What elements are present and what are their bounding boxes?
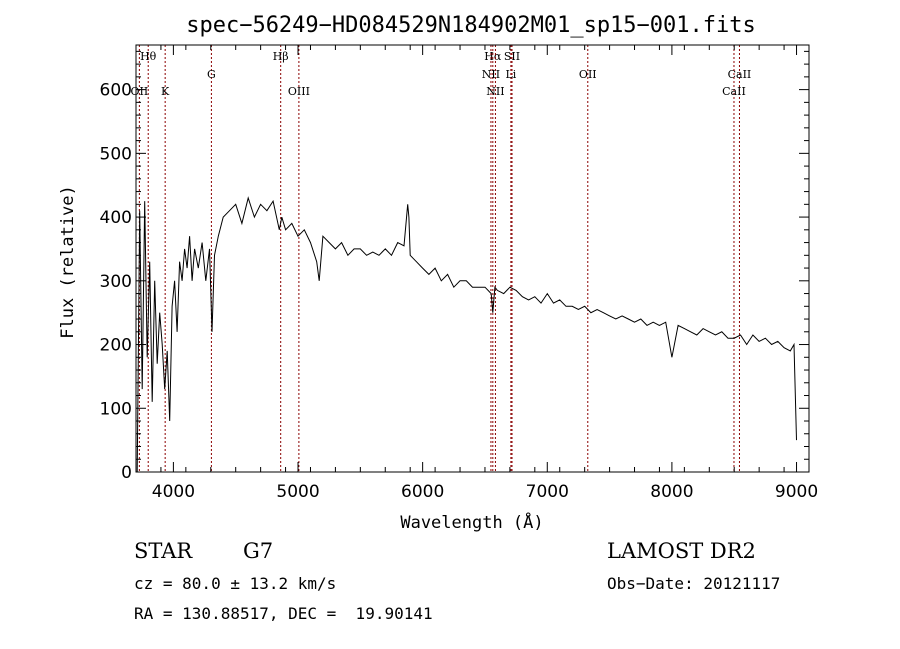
y-tick-label: 300 [100, 272, 132, 292]
survey-name: LAMOST DR2 [607, 539, 756, 563]
spectral-line-label: NII [482, 68, 500, 81]
y-tick-label: 200 [100, 336, 132, 356]
y-tick-label: 600 [100, 81, 132, 101]
spectral-line-label: Hα [484, 50, 502, 63]
spectral-line-label: Li [505, 68, 516, 81]
x-tick-label: 6000 [401, 482, 444, 502]
object-class: STAR [134, 539, 193, 563]
x-tick-label: 8000 [650, 482, 693, 502]
y-tick-label: 500 [100, 144, 132, 164]
x-tick-label: 5000 [276, 482, 319, 502]
subclass: G7 [243, 539, 274, 563]
y-tick-label: 400 [100, 208, 132, 228]
chart-title: spec−56249−HD084529N184902M01_sp15−001.f… [186, 13, 756, 38]
spectral-line-label: K [161, 85, 170, 98]
y-axis-label: Flux (relative) [58, 185, 78, 339]
redshift-value: cz = 80.0 ± 13.2 km/s [134, 574, 337, 593]
y-tick-label: 0 [121, 463, 132, 483]
spectral-line-label: SII [504, 50, 520, 63]
spectral-line-label: CaII [728, 68, 752, 81]
observation-date: Obs−Date: 20121117 [607, 574, 781, 593]
spectral-line-label: OIII [288, 85, 310, 98]
spectral-line-label: CaII [722, 85, 746, 98]
x-tick-label: 9000 [775, 482, 818, 502]
spectral-line-label: OII [131, 85, 149, 98]
spectral-line-label: OII [579, 68, 597, 81]
spectral-line-label: G [207, 68, 216, 81]
coordinates: RA = 130.88517, DEC = 19.90141 [134, 604, 433, 623]
spectral-line-label: NII [486, 85, 504, 98]
x-axis-label: Wavelength (Å) [400, 511, 543, 533]
x-tick-label: 7000 [526, 482, 569, 502]
plot-frame [135, 44, 810, 473]
spectral-line-label: Hθ [140, 50, 157, 63]
x-tick-label: 4000 [152, 482, 195, 502]
spectral-line-label: Hβ [273, 50, 289, 63]
y-tick-label: 100 [100, 399, 132, 419]
spectrum-series [136, 196, 797, 473]
